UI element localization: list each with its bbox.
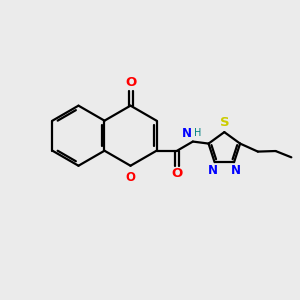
Text: O: O [125, 171, 136, 184]
Text: O: O [125, 76, 136, 89]
Text: O: O [172, 167, 183, 180]
Text: S: S [220, 116, 229, 129]
Text: N: N [182, 127, 192, 140]
Text: N: N [208, 164, 218, 177]
Text: H: H [194, 128, 201, 138]
Text: N: N [230, 164, 241, 177]
